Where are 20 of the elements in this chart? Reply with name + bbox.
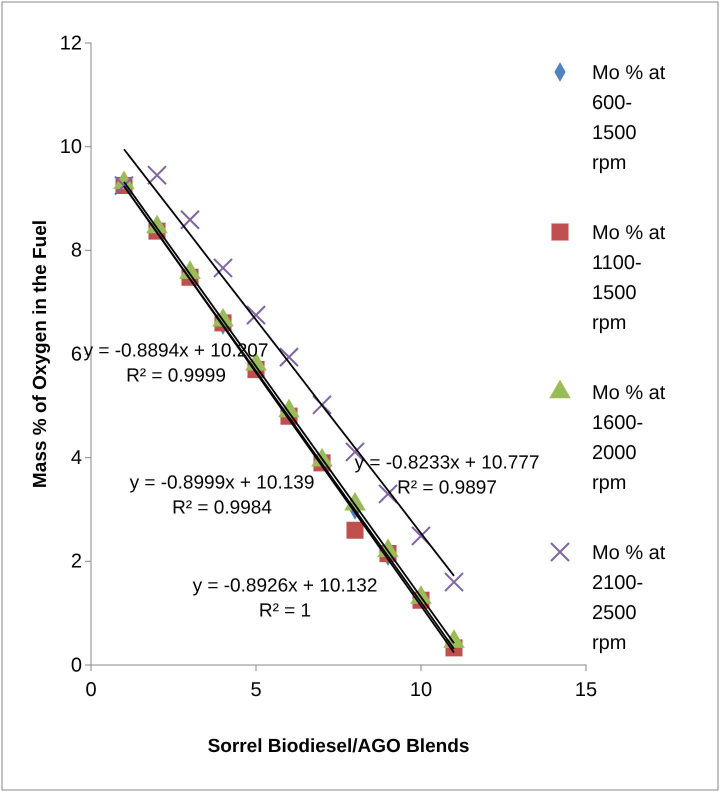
- annotation: y = -0.8926x + 10.132 R² = 1: [192, 576, 378, 622]
- x-tick-label: 0: [85, 679, 97, 701]
- y-tick-label: 12: [60, 32, 82, 54]
- x-tick-label: 15: [574, 679, 598, 701]
- y-tick-label: 10: [60, 136, 82, 158]
- y-tick-label: 6: [70, 343, 82, 366]
- legend-label: Mo % at 2100-2500 rpm: [592, 542, 666, 654]
- y-tick-label: 2: [70, 550, 82, 573]
- y-tick-label: 8: [70, 240, 82, 262]
- x-tick-label: 10: [410, 679, 432, 701]
- legend-label: Mo % at 1100-1500 rpm: [592, 222, 666, 334]
- annotation: y = -0.8233x + 10.777 R² = 0.9897: [354, 452, 540, 498]
- x-axis-title: Sorrel Biodiesel/AGO Blends: [208, 736, 470, 757]
- annotation: y = -0.8999x + 10.139 R² = 0.9984: [130, 472, 314, 518]
- legend-label: Mo % at 600-1500 rpm: [592, 62, 666, 174]
- y-tick-label: 0: [70, 654, 82, 676]
- legend-label: Mo % at 1600-2000 rpm: [592, 382, 666, 494]
- y-tick-label: 4: [70, 447, 82, 470]
- x-tick-label: 5: [250, 679, 262, 701]
- y-axis-title: Mass % of Oxygen in the Fuel: [30, 220, 51, 488]
